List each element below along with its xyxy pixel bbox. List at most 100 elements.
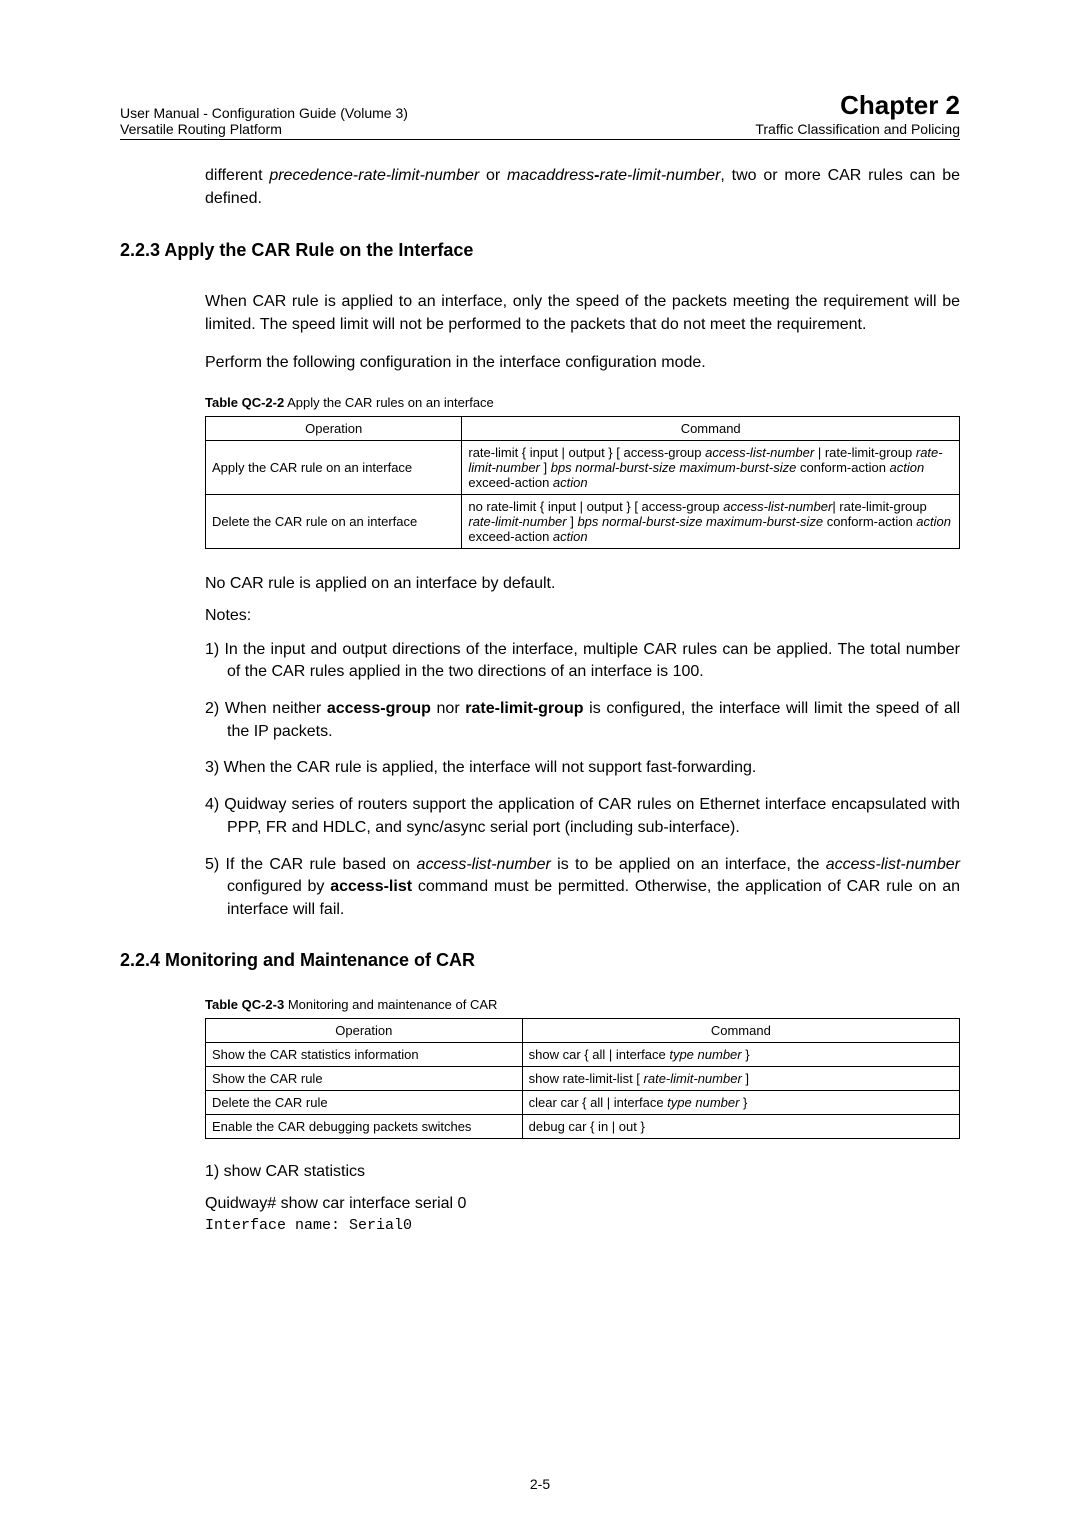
header-left: User Manual - Configuration Guide (Volum… (120, 105, 408, 137)
cmd-ital: type number (669, 1047, 741, 1062)
intro-text: different (205, 167, 269, 184)
table-row: Delete the CAR rule on an interface no r… (206, 494, 960, 548)
intro-text: or (479, 167, 507, 184)
cmd-ital: action (916, 514, 951, 529)
cell-command: clear car { all | interface type number … (522, 1090, 959, 1114)
cell-operation: Enable the CAR debugging packets switche… (206, 1114, 523, 1138)
step-line: 1) show CAR statistics (205, 1163, 960, 1181)
list-item: 3) When the CAR rule is applied, the int… (205, 757, 960, 780)
section-title-223: 2.2.3 Apply the CAR Rule on the Interfac… (120, 240, 960, 261)
note-bold: access-list (330, 878, 412, 895)
table-row: Delete the CAR rule clear car { all | in… (206, 1090, 960, 1114)
table-row: Apply the CAR rule on an interface rate-… (206, 440, 960, 494)
cmd-text: ] (567, 514, 578, 529)
th-command: Command (522, 1018, 959, 1042)
page-header: User Manual - Configuration Guide (Volum… (120, 90, 960, 140)
cell-command: show rate-limit-list [ rate-limit-number… (522, 1066, 959, 1090)
notes-label: Notes: (205, 607, 960, 625)
car-rule-table: Operation Command Apply the CAR rule on … (205, 416, 960, 549)
list-item: 5) If the CAR rule based on access-list-… (205, 854, 960, 922)
th-operation: Operation (206, 416, 462, 440)
cmd-text: } (739, 1095, 747, 1110)
table-row: Enable the CAR debugging packets switche… (206, 1114, 960, 1138)
cmd-ital: action (553, 529, 588, 544)
table-row: Show the CAR statistics information show… (206, 1042, 960, 1066)
intro-ital: macaddress (507, 167, 594, 184)
cell-operation: Show the CAR statistics information (206, 1042, 523, 1066)
cmd-ital: action (553, 475, 588, 490)
note-text: 5) If the CAR rule based on (205, 856, 417, 873)
th-operation: Operation (206, 1018, 523, 1042)
note-ital: access-list-number (417, 856, 551, 873)
intro-ital: rate-limit-number (358, 167, 479, 184)
list-item: 2) When neither access-group nor rate-li… (205, 698, 960, 743)
cell-command: rate-limit { input | output } [ access-g… (462, 440, 960, 494)
note-text: configured by (227, 878, 330, 895)
page: User Manual - Configuration Guide (Volum… (0, 0, 1080, 1528)
cmd-text: | rate-limit-group (832, 499, 926, 514)
step-line: Quidway# show car interface serial 0 (205, 1195, 960, 1213)
cell-operation: Delete the CAR rule on an interface (206, 494, 462, 548)
cmd-text: show car { all | interface (529, 1047, 670, 1062)
chapter-number: Chapter 2 (755, 90, 960, 121)
cmd-ital: rate-limit-number (644, 1071, 742, 1086)
cmd-ital: bps normal-burst-size maximum-burst-size (551, 460, 797, 475)
list-item: 1) In the input and output directions of… (205, 639, 960, 684)
cmd-text: exceed-action (468, 475, 553, 490)
cmd-text: clear car { all | interface (529, 1095, 668, 1110)
table-header-row: Operation Command (206, 416, 960, 440)
cmd-ital: type number (667, 1095, 739, 1110)
cell-operation: Show the CAR rule (206, 1066, 523, 1090)
note-text: nor (431, 700, 465, 717)
table-header-row: Operation Command (206, 1018, 960, 1042)
console-output: Interface name: Serial0 (205, 1217, 960, 1234)
paragraph: When CAR rule is applied to an interface… (205, 291, 960, 336)
intro-paragraph: different precedence-rate-limit-number o… (205, 165, 960, 210)
cell-command: show car { all | interface type number } (522, 1042, 959, 1066)
table-row: Show the CAR rule show rate-limit-list [… (206, 1066, 960, 1090)
cmd-text: ] (742, 1071, 749, 1086)
intro-ital: rate-limit-number (599, 167, 720, 184)
table-caption: Table QC-2-3 Monitoring and maintenance … (205, 997, 960, 1012)
page-number: 2-5 (0, 1476, 1080, 1492)
cell-operation: Apply the CAR rule on an interface (206, 440, 462, 494)
note-ital: access-list-number (826, 856, 960, 873)
note-bold: access-group (327, 700, 431, 717)
chapter-title: Traffic Classification and Policing (755, 121, 960, 137)
notes-list: 1) In the input and output directions of… (205, 639, 960, 922)
cmd-text: no rate-limit { input | output } [ acces… (468, 499, 723, 514)
cell-operation: Delete the CAR rule (206, 1090, 523, 1114)
paragraph: Perform the following configuration in t… (205, 352, 960, 374)
paragraph: No CAR rule is applied on an interface b… (205, 575, 960, 593)
note-text: is to be applied on an interface, the (551, 856, 826, 873)
cmd-text: ] (540, 460, 551, 475)
note-bold: rate-limit-group (465, 700, 583, 717)
cmd-ital: rate-limit-number (468, 514, 566, 529)
cmd-text: conform-action (823, 514, 916, 529)
cmd-text: | rate-limit-group (814, 445, 916, 460)
cmd-text: conform-action (796, 460, 889, 475)
cmd-ital: access-list-number (723, 499, 832, 514)
product-line: Versatile Routing Platform (120, 121, 408, 137)
list-item: 4) Quidway series of routers support the… (205, 794, 960, 839)
cell-command: debug car { in | out } (522, 1114, 959, 1138)
note-text: 2) When neither (205, 700, 327, 717)
cmd-ital: access-list-number (705, 445, 814, 460)
cmd-ital: action (890, 460, 925, 475)
th-command: Command (462, 416, 960, 440)
cmd-ital: bps normal-burst-size maximum-burst-size (577, 514, 823, 529)
section-title-224: 2.2.4 Monitoring and Maintenance of CAR (120, 950, 960, 971)
header-right: Chapter 2 Traffic Classification and Pol… (755, 90, 960, 137)
cmd-text: rate-limit { input | output } [ access-g… (468, 445, 705, 460)
cmd-text: exceed-action (468, 529, 553, 544)
caption-text: Monitoring and maintenance of CAR (284, 997, 497, 1012)
caption-label: Table QC-2-3 (205, 997, 284, 1012)
car-monitor-table: Operation Command Show the CAR statistic… (205, 1018, 960, 1139)
table-caption: Table QC-2-2 Apply the CAR rules on an i… (205, 395, 960, 410)
cmd-text: show rate-limit-list [ (529, 1071, 644, 1086)
example-steps: 1) show CAR statistics Quidway# show car… (205, 1163, 960, 1213)
cmd-text: } (742, 1047, 750, 1062)
caption-label: Table QC-2-2 (205, 395, 284, 410)
manual-title: User Manual - Configuration Guide (Volum… (120, 105, 408, 121)
cell-command: no rate-limit { input | output } [ acces… (462, 494, 960, 548)
